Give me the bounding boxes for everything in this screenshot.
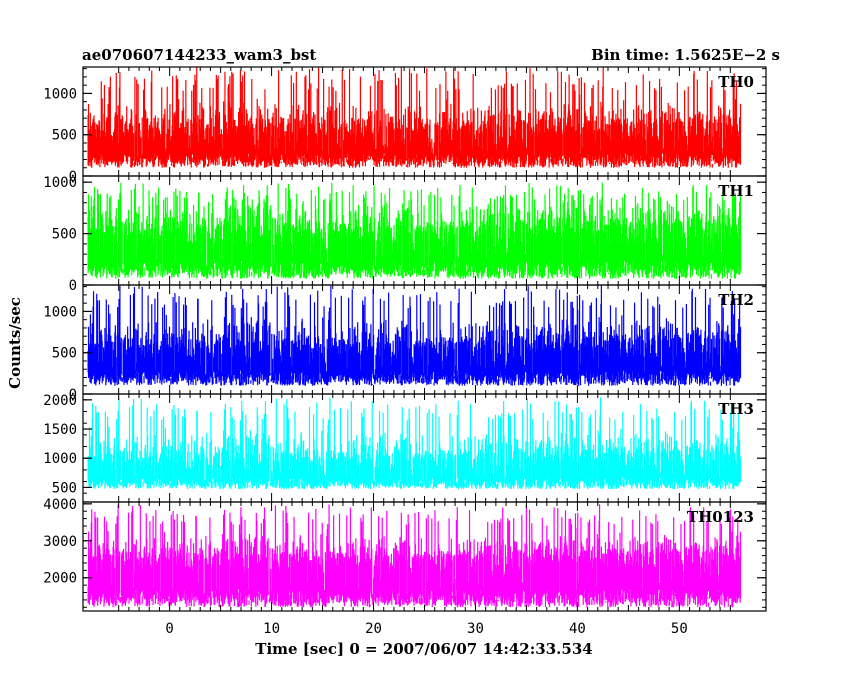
panel-th2: 0 500 1000 TH2	[43, 284, 767, 403]
y-tick-label: 4000	[43, 497, 77, 513]
y-tick-label: 2000	[43, 393, 77, 409]
y-tick-label: 1500	[43, 422, 77, 438]
y-tick-label: 1000	[43, 86, 77, 102]
y-tick-label: 500	[52, 227, 77, 243]
y-tick-label: 0	[69, 278, 77, 294]
x-tick-label: 20	[365, 621, 382, 637]
y-tick-label: 3000	[43, 534, 77, 550]
panel-th0: 0 500 1000 TH0	[43, 66, 767, 185]
series-th0	[87, 67, 742, 168]
panel-label-th2: TH2	[718, 291, 754, 309]
series-th2	[87, 285, 742, 386]
x-tick-label: 10	[263, 621, 280, 637]
panel-label-th3: TH3	[718, 400, 754, 418]
y-tick-label: 0	[69, 387, 77, 403]
y-tick-label: 500	[52, 128, 77, 144]
y-tick-label: 1000	[43, 304, 77, 320]
y-axis-label: Counts/sec	[6, 297, 24, 389]
x-tick-label: 40	[569, 621, 586, 637]
x-tick-label: 0	[165, 621, 173, 637]
panel-label-th0: TH0	[718, 73, 754, 91]
y-tick-label: 1000	[43, 175, 77, 191]
panel-label-th0123: TH0123	[687, 508, 754, 526]
y-tick-label: 500	[52, 480, 77, 496]
y-tick-label: 500	[52, 346, 77, 362]
panel-label-th1: TH1	[718, 182, 754, 200]
y-tick-label: 0	[69, 169, 77, 185]
series-th1	[87, 182, 742, 279]
panel-th0123: 2000 3000 4000 TH0123	[43, 497, 767, 612]
y-tick-label: 2000	[43, 571, 77, 587]
x-tick-label: 50	[671, 621, 688, 637]
bin-time-label: Bin time: 1.5625E−2 s	[591, 46, 780, 64]
y-tick-label: 1000	[43, 451, 77, 467]
x-tick-label: 30	[467, 621, 484, 637]
series-th3	[87, 397, 742, 490]
panel-th3: 500 1000 1500 2000 TH3	[43, 393, 767, 503]
x-axis-label: Time [sec] 0 = 2007/06/07 14:42:33.534	[255, 640, 592, 658]
chart-title: ae070607144233_wam3_bst	[82, 46, 316, 64]
series-th0123	[87, 504, 742, 608]
panel-th1: 0 500 1000 TH1	[43, 175, 767, 294]
